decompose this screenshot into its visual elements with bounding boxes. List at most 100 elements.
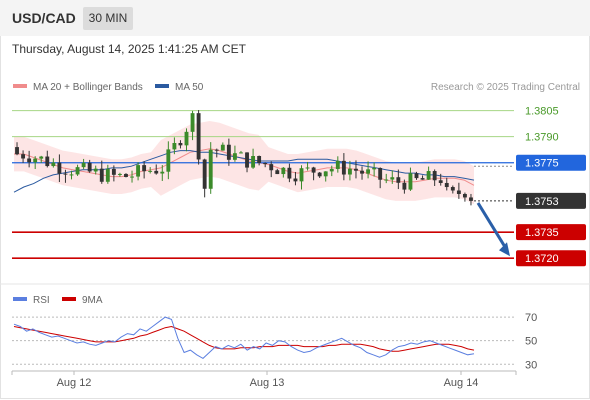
candle-body — [93, 168, 98, 172]
candle-body — [311, 167, 316, 173]
candle-body — [124, 173, 128, 177]
candle-body — [172, 143, 177, 150]
candle-body — [263, 162, 268, 165]
candle-body — [75, 167, 80, 175]
forecast-arrow-layer — [476, 202, 510, 257]
candle-body — [208, 149, 213, 189]
rsi-tick-label: 50 — [525, 336, 537, 348]
candle-body — [469, 197, 473, 201]
chart-header: USD/CAD 30 MIN — [0, 0, 590, 36]
candle-body — [184, 131, 189, 146]
candle-body — [148, 170, 153, 172]
candle-body — [69, 174, 74, 176]
level-lines-layer — [12, 110, 514, 260]
candle-body — [251, 156, 256, 168]
ma50-legend-swatch — [155, 84, 169, 88]
candle-body — [33, 158, 38, 163]
current-price-box — [516, 192, 586, 209]
candle-body — [293, 178, 298, 182]
candle-body — [378, 168, 383, 180]
candle-body — [220, 144, 225, 151]
candle-body — [99, 168, 104, 182]
candle-body — [341, 160, 346, 175]
candle-body — [305, 167, 310, 169]
candle-body — [136, 165, 141, 177]
symbol-title: USD/CAD — [12, 10, 76, 26]
candle-body — [160, 171, 165, 174]
candles-layer — [15, 110, 473, 206]
forecast-arrow-head — [499, 242, 510, 257]
candle-body — [111, 168, 116, 175]
candle-body — [202, 159, 207, 189]
candle-body — [299, 168, 304, 182]
candle-body — [257, 156, 262, 163]
x-tick-label: Aug 14 — [444, 377, 479, 389]
rsi-legend-label: RSI — [33, 295, 50, 306]
candle-body — [426, 171, 431, 180]
rsi-legend-swatch — [13, 297, 27, 301]
candle-body — [51, 162, 56, 167]
ma20-legend-swatch — [13, 84, 27, 88]
candle-body — [27, 158, 32, 163]
candle-body — [456, 190, 461, 194]
ma50-legend-label: MA 50 — [175, 82, 204, 93]
candle-body — [117, 173, 122, 175]
candle-body — [360, 170, 364, 174]
candle-body — [196, 113, 201, 160]
candle-body — [232, 153, 237, 160]
rsi-tick-label: 30 — [525, 359, 537, 371]
candle-body — [396, 177, 401, 183]
resistance-label: 1.3805 — [525, 106, 559, 118]
candle-body — [130, 176, 134, 178]
rsi-tick-label: 70 — [525, 312, 537, 324]
candle-body — [420, 178, 425, 180]
candle-body — [245, 152, 249, 168]
candle-body — [190, 113, 195, 132]
candle-body — [269, 164, 274, 171]
x-tick-label: Aug 13 — [250, 377, 285, 389]
candle-body — [287, 167, 292, 179]
candle-body — [87, 162, 92, 172]
credit-text: Research © 2025 Trading Central — [431, 82, 580, 93]
candle-body — [450, 187, 455, 191]
candle-body — [15, 147, 19, 155]
candle-body — [390, 177, 395, 180]
ma20-legend-label: MA 20 + Bollinger Bands — [33, 82, 143, 93]
support-label-box — [516, 224, 586, 241]
candle-body — [438, 180, 443, 183]
candle-body — [402, 182, 407, 190]
candle-body — [323, 171, 328, 177]
candle-body — [63, 173, 68, 175]
rsi-ma-legend-swatch — [62, 297, 76, 301]
candle-body — [335, 160, 340, 169]
candle-body — [275, 170, 280, 175]
candle-body — [57, 162, 62, 174]
candle-body — [444, 182, 449, 188]
candle-body — [347, 168, 352, 175]
forecast-arrow-shaft — [476, 202, 509, 252]
x-axis: Aug 12 Aug 13 Aug 14 — [11, 371, 517, 389]
rsi-ma-legend-label: 9MA — [82, 295, 103, 306]
candle-body — [239, 152, 243, 154]
timeframe-button[interactable]: 30 MIN — [83, 7, 133, 30]
support-label: 1.3720 — [525, 253, 559, 265]
rsi-line — [13, 316, 475, 360]
candle-body — [81, 162, 86, 168]
price-labels-layer: 1.3805 1.3790 1.3775 1.3735 1.3720 1.3753 — [516, 106, 586, 267]
candle-body — [408, 173, 413, 190]
candle-body — [329, 168, 334, 172]
rsi-pane: 70 50 30 — [12, 312, 537, 371]
candle-body — [142, 165, 147, 172]
candle-body — [384, 179, 389, 181]
pivot-label: 1.3775 — [525, 158, 559, 170]
x-tick-label: Aug 12 — [57, 377, 92, 389]
candle-body — [226, 144, 231, 160]
candle-body — [154, 170, 159, 174]
current-price-label: 1.3753 — [525, 196, 559, 208]
support-label-box — [516, 250, 586, 267]
pivot-label-box — [516, 154, 586, 171]
candle-body — [178, 143, 183, 146]
candle-body — [214, 149, 219, 151]
candle-body — [166, 149, 171, 172]
